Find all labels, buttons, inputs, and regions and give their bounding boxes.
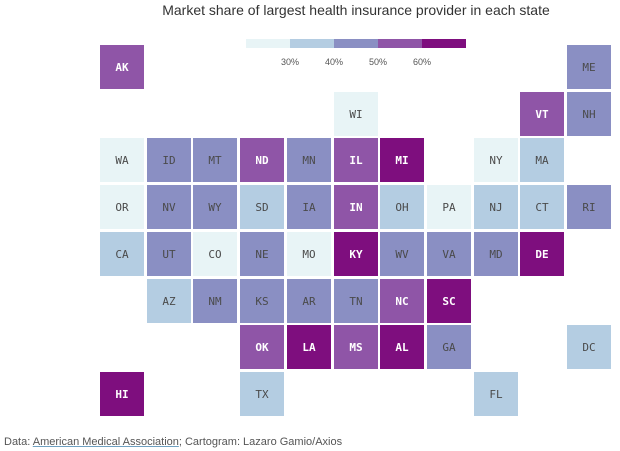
state-tile-ny[interactable]: NY	[473, 137, 519, 183]
state-tile-nd[interactable]: ND	[239, 137, 285, 183]
state-tile-ut[interactable]: UT	[146, 231, 192, 277]
state-tile-de[interactable]: DE	[519, 231, 565, 277]
state-tile-fl[interactable]: FL	[473, 371, 519, 417]
legend-tick-label: 60%	[412, 57, 432, 67]
legend-tick-label: 50%	[368, 57, 388, 67]
state-tile-ok[interactable]: OK	[239, 324, 285, 370]
state-tile-nh[interactable]: NH	[566, 91, 612, 137]
state-tile-ks[interactable]: KS	[239, 278, 285, 324]
source-link[interactable]: American Medical Association	[32, 436, 179, 448]
state-tile-ia[interactable]: IA	[286, 184, 332, 230]
legend-swatch	[422, 39, 466, 48]
state-tile-ak[interactable]: AK	[99, 44, 145, 90]
state-tile-nv[interactable]: NV	[146, 184, 192, 230]
state-tile-vt[interactable]: VT	[519, 91, 565, 137]
state-tile-ri[interactable]: RI	[566, 184, 612, 230]
state-tile-wi[interactable]: WI	[333, 91, 379, 137]
state-tile-or[interactable]: OR	[99, 184, 145, 230]
state-tile-nj[interactable]: NJ	[473, 184, 519, 230]
state-tile-sc[interactable]: SC	[426, 278, 472, 324]
state-tile-ca[interactable]: CA	[99, 231, 145, 277]
state-tile-al[interactable]: AL	[379, 324, 425, 370]
state-tile-az[interactable]: AZ	[146, 278, 192, 324]
color-legend: 30% 40% 50% 60%	[246, 39, 468, 69]
state-tile-ct[interactable]: CT	[519, 184, 565, 230]
state-tile-mo[interactable]: MO	[286, 231, 332, 277]
state-tile-ms[interactable]: MS	[333, 324, 379, 370]
legend-tick-label: 40%	[324, 57, 344, 67]
map-title: Market share of largest health insurance…	[162, 2, 550, 18]
state-tile-tn[interactable]: TN	[333, 278, 379, 324]
legend-swatch	[334, 39, 378, 48]
state-tile-il[interactable]: IL	[333, 137, 379, 183]
source-footer: Data: American Medical Association; Cart…	[4, 436, 342, 448]
state-tile-md[interactable]: MD	[473, 231, 519, 277]
state-tile-nc[interactable]: NC	[379, 278, 425, 324]
state-tile-me[interactable]: ME	[566, 44, 612, 90]
state-tile-nm[interactable]: NM	[192, 278, 238, 324]
state-tile-mi[interactable]: MI	[379, 137, 425, 183]
state-tile-ma[interactable]: MA	[519, 137, 565, 183]
state-tile-mn[interactable]: MN	[286, 137, 332, 183]
state-tile-sd[interactable]: SD	[239, 184, 285, 230]
legend-swatch	[290, 39, 334, 48]
state-tile-ar[interactable]: AR	[286, 278, 332, 324]
legend-tick-label: 30%	[280, 57, 300, 67]
state-tile-in[interactable]: IN	[333, 184, 379, 230]
state-tile-ga[interactable]: GA	[426, 324, 472, 370]
state-tile-id[interactable]: ID	[146, 137, 192, 183]
state-tile-pa[interactable]: PA	[426, 184, 472, 230]
state-tile-ne[interactable]: NE	[239, 231, 285, 277]
state-tile-wv[interactable]: WV	[379, 231, 425, 277]
footer-prefix: Data:	[4, 436, 33, 448]
legend-swatch	[246, 39, 290, 48]
state-tile-tx[interactable]: TX	[239, 371, 285, 417]
state-tile-mt[interactable]: MT	[192, 137, 238, 183]
state-tile-va[interactable]: VA	[426, 231, 472, 277]
state-tile-ky[interactable]: KY	[333, 231, 379, 277]
state-tile-wa[interactable]: WA	[99, 137, 145, 183]
state-tile-dc[interactable]: DC	[566, 324, 612, 370]
legend-swatch	[378, 39, 422, 48]
state-tile-oh[interactable]: OH	[379, 184, 425, 230]
state-tile-co[interactable]: CO	[192, 231, 238, 277]
footer-suffix: ; Cartogram: Lazaro Gamio/Axios	[178, 436, 343, 448]
state-tile-hi[interactable]: HI	[99, 371, 145, 417]
state-tile-la[interactable]: LA	[286, 324, 332, 370]
state-tile-wy[interactable]: WY	[192, 184, 238, 230]
